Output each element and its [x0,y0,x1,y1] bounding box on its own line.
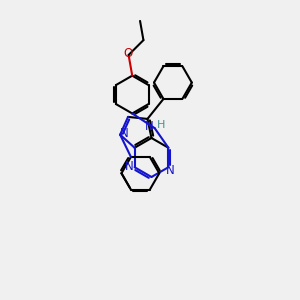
Text: N: N [120,127,129,140]
Text: N: N [145,120,154,133]
Text: N: N [166,164,174,177]
Text: N: N [125,160,134,173]
Text: O: O [123,47,132,60]
Text: H: H [157,120,166,130]
